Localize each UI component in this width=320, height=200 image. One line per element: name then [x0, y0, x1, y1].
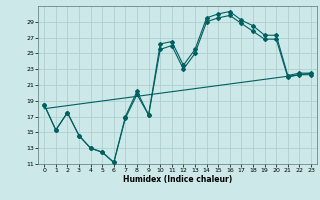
- X-axis label: Humidex (Indice chaleur): Humidex (Indice chaleur): [123, 175, 232, 184]
